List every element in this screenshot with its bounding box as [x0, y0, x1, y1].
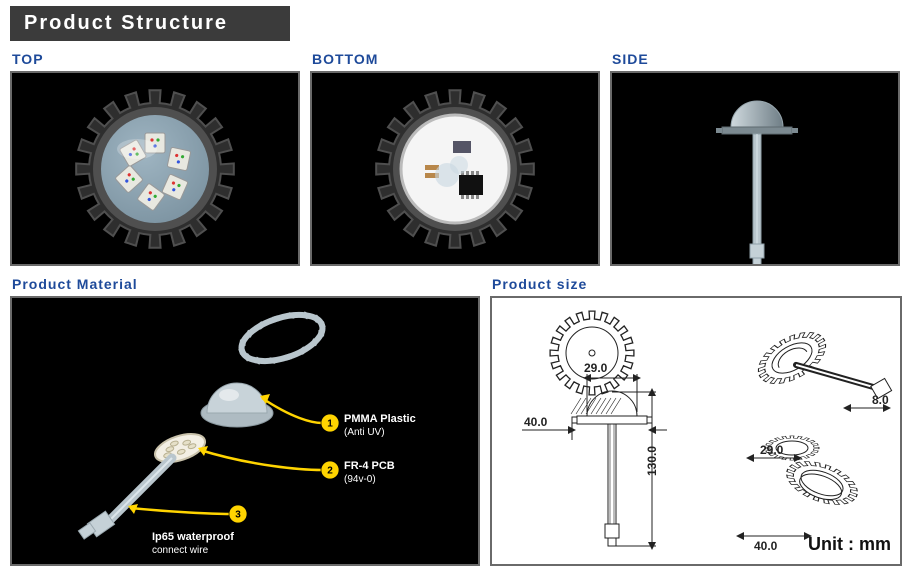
label-side: SIDE: [610, 47, 900, 71]
material-svg: 1 PMMA Plastic (Anti UV) 2 FR-4 PCB (94v-0) 3I…: [12, 298, 480, 566]
panel-top: [10, 71, 300, 266]
svg-text:3: 3: [235, 510, 241, 521]
svg-text:FR-4 PCB: FR-4 PCB: [344, 460, 395, 472]
label-material: Product Material: [10, 272, 480, 296]
svg-text:(94v-0): (94v-0): [344, 474, 376, 485]
svg-text:29.0: 29.0: [760, 443, 784, 457]
size-svg: 29.0 40.0 130.0 8.0 29.0 40.0 Unit : mm: [492, 298, 902, 566]
col-bottom: BOTTOM: [310, 47, 600, 266]
svg-text:1: 1: [327, 419, 333, 430]
label-bottom: BOTTOM: [310, 47, 600, 71]
svg-text:40.0: 40.0: [524, 415, 548, 429]
panel-size: 29.0 40.0 130.0 8.0 29.0 40.0 Unit : mm: [490, 296, 902, 566]
svg-text:Unit : mm: Unit : mm: [808, 534, 891, 554]
col-side: SIDE: [610, 47, 900, 266]
col-material: Product Material 1 PMMA Plastic (Anti UV) 2…: [10, 272, 480, 566]
svg-text:8.0: 8.0: [872, 393, 889, 407]
col-size: Product size 29.0 40.0 130.0 8.0 29.0 40.0 Uni…: [490, 272, 902, 566]
row-views: TOP BOTTOM SIDE: [10, 47, 905, 266]
top-view-svg: [55, 71, 255, 266]
section-banner: Product Structure: [10, 6, 290, 41]
svg-text:connect wire: connect wire: [152, 545, 209, 556]
row-detail: Product Material 1 PMMA Plastic (Anti UV) 2…: [10, 272, 905, 566]
label-top: TOP: [10, 47, 300, 71]
col-top: TOP: [10, 47, 300, 266]
svg-text:PMMA Plastic: PMMA Plastic: [344, 413, 416, 425]
svg-text:29.0: 29.0: [584, 361, 608, 375]
panel-side: [610, 71, 900, 266]
side-view-svg: [612, 73, 900, 266]
svg-text:130.0: 130.0: [645, 446, 659, 476]
bottom-view-svg: [355, 71, 555, 266]
svg-text:Ip65 waterproof: Ip65 waterproof: [152, 531, 234, 543]
svg-text:(Anti UV): (Anti UV): [344, 427, 385, 438]
label-size: Product size: [490, 272, 902, 296]
svg-text:2: 2: [327, 466, 333, 477]
panel-bottom: [310, 71, 600, 266]
svg-text:40.0: 40.0: [754, 539, 778, 553]
panel-material: 1 PMMA Plastic (Anti UV) 2 FR-4 PCB (94v-0) 3I…: [10, 296, 480, 566]
